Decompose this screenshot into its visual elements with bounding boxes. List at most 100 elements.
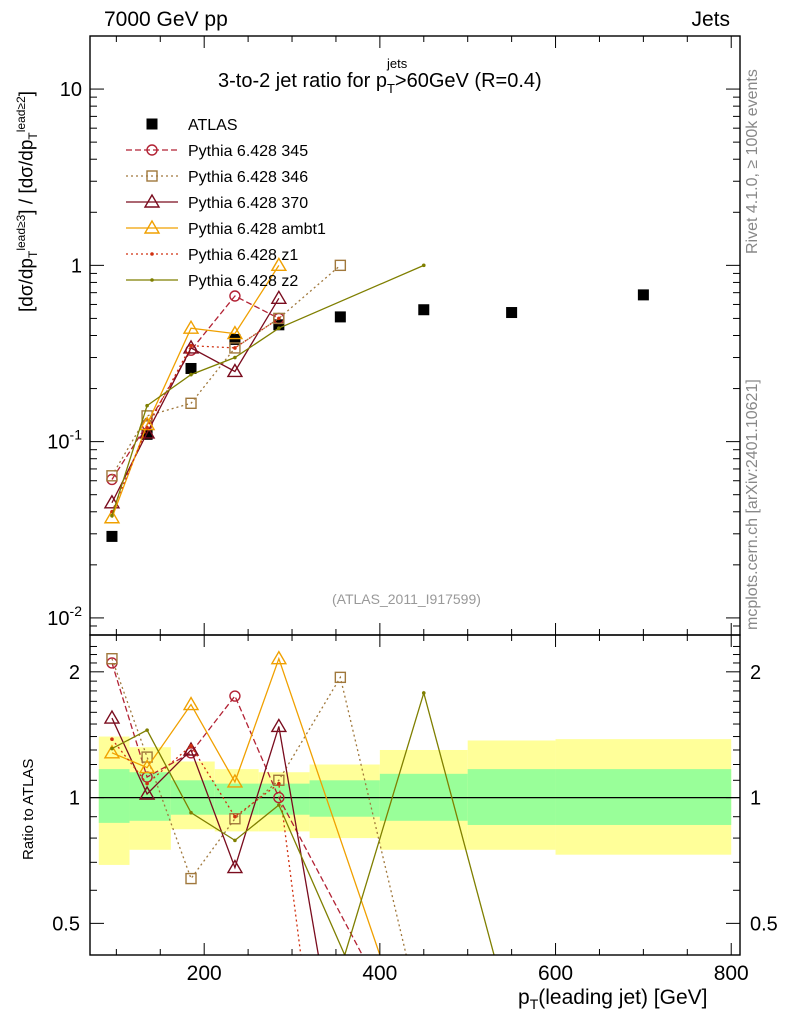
data-point: [189, 372, 193, 377]
chart-title: 3-to-2 jet ratio for p jets T>60GeV (R=0.4…: [218, 56, 542, 96]
ratio-point: [103, 744, 121, 759]
x-tick-label: 400: [362, 962, 397, 985]
ratio-point: [270, 650, 288, 665]
rivet-note: Rivet 4.1.0, ≥ 100k events: [744, 69, 761, 254]
data-point: [277, 316, 281, 321]
y-tick-label: 1: [71, 255, 82, 277]
data-point: [182, 339, 200, 354]
ratio-point: [421, 691, 426, 695]
stat-band-bin: [129, 772, 171, 821]
ratio-point: [233, 838, 237, 843]
ratio-line: [111, 662, 363, 955]
data-point: [421, 263, 426, 268]
ratio-point: [277, 781, 281, 786]
analysis-id: (ATLAS_2011_I917599): [332, 591, 481, 607]
ratio-line: [111, 656, 381, 955]
data-point: [418, 304, 430, 316]
ratio-y-tick-label: 1: [69, 788, 80, 810]
ratio-series-3: [103, 650, 381, 955]
legend: ATLAS Pythia 6.428 345 Pythia 6.428 346 Pyt…: [126, 117, 326, 290]
ratio-point: [185, 872, 197, 885]
legend-label: Pythia 6.428 ambt1: [188, 221, 326, 238]
series-6: [110, 263, 426, 518]
series-5: [110, 316, 281, 514]
x-tick-label: 600: [538, 962, 573, 985]
series-line: [111, 295, 280, 480]
data-point: [141, 410, 153, 422]
ratio-point: [229, 813, 241, 825]
legend-marker: [146, 118, 158, 130]
ratio-point: [226, 773, 244, 788]
data-point: [506, 307, 518, 319]
data-point: [185, 362, 197, 374]
data-point: [270, 256, 288, 272]
ratio-line: [111, 717, 320, 955]
data-point: [182, 319, 200, 334]
ratio-point: [141, 751, 153, 763]
ratio-point: [270, 718, 288, 733]
legend-marker: [150, 252, 154, 256]
data-point: [277, 326, 281, 331]
data-point: [229, 333, 241, 345]
ratio-point: [138, 759, 156, 774]
x-axis-label: pT(leading jet) [GeV]: [518, 986, 708, 1013]
ratio-point: [145, 728, 149, 732]
series-line: [111, 264, 341, 477]
ratio-point: [189, 810, 193, 815]
data-point: [138, 424, 156, 439]
data-point: [334, 259, 347, 272]
ratio-point: [103, 709, 121, 724]
data-point: [106, 530, 118, 542]
beam-label: 7000 GeV pp: [104, 8, 228, 31]
ratio-panel-data: [90, 650, 740, 955]
data-point: [273, 319, 285, 331]
ratio-y-tick-label: 0.5: [52, 913, 80, 935]
data-point: [189, 343, 193, 348]
series-line: [111, 264, 425, 516]
ratio-point: [145, 781, 149, 786]
legend-label: Pythia 6.428 z2: [188, 273, 298, 290]
panel-frames: 200 400 600 800 10-2 10-1 1 10 0.5 0.5 1 1 2 2: [47, 35, 778, 985]
ratio-point: [106, 653, 118, 665]
series-line: [111, 264, 280, 518]
legend-label: Pythia 6.428 346: [188, 169, 308, 186]
ratio-point: [182, 741, 200, 756]
legend-marker: [150, 278, 154, 282]
ratio-point: [277, 803, 281, 807]
data-point: [233, 346, 237, 350]
ratio-series-2: [103, 709, 320, 955]
ratio-point: [273, 791, 285, 804]
data-point: [110, 513, 114, 518]
ratio-point: [189, 744, 193, 748]
ratio-point: [110, 746, 114, 751]
ratio-y-tick-label-right: 2: [750, 662, 761, 684]
ratio-line: [111, 658, 407, 955]
legend-marker: [143, 219, 161, 234]
data-point: [637, 289, 649, 301]
ratio-series-5: [110, 690, 495, 955]
ratio-point: [233, 814, 237, 819]
data-point: [106, 470, 118, 482]
ratio-point: [229, 690, 241, 702]
mcplots-note: mcplots.cern.ch [arXiv:2401.10621]: [744, 379, 761, 630]
ratio-y-tick-label-right: 1: [750, 788, 761, 810]
data-point: [138, 416, 156, 431]
ratio-point: [226, 859, 244, 874]
series-4: [103, 256, 288, 524]
ratio-frame: [89, 634, 741, 956]
legend-label: Pythia 6.428 370: [188, 195, 308, 212]
data-point: [229, 342, 241, 354]
data-point: [103, 509, 121, 524]
ratio-point: [110, 737, 114, 741]
x-tick-label: 800: [714, 962, 749, 985]
ratio-point: [138, 785, 156, 800]
stat-band-bin: [214, 783, 259, 815]
y-tick-label: 10-1: [47, 427, 82, 454]
series-line: [111, 317, 280, 513]
x-tick-label: 200: [187, 962, 222, 985]
main-y-axis-label: [dσ/dpTlead≥3] / [dσ/dpTlead≥2]: [14, 91, 41, 312]
data-point: [145, 403, 149, 408]
data-point: [273, 312, 285, 325]
series-2: [106, 259, 347, 482]
